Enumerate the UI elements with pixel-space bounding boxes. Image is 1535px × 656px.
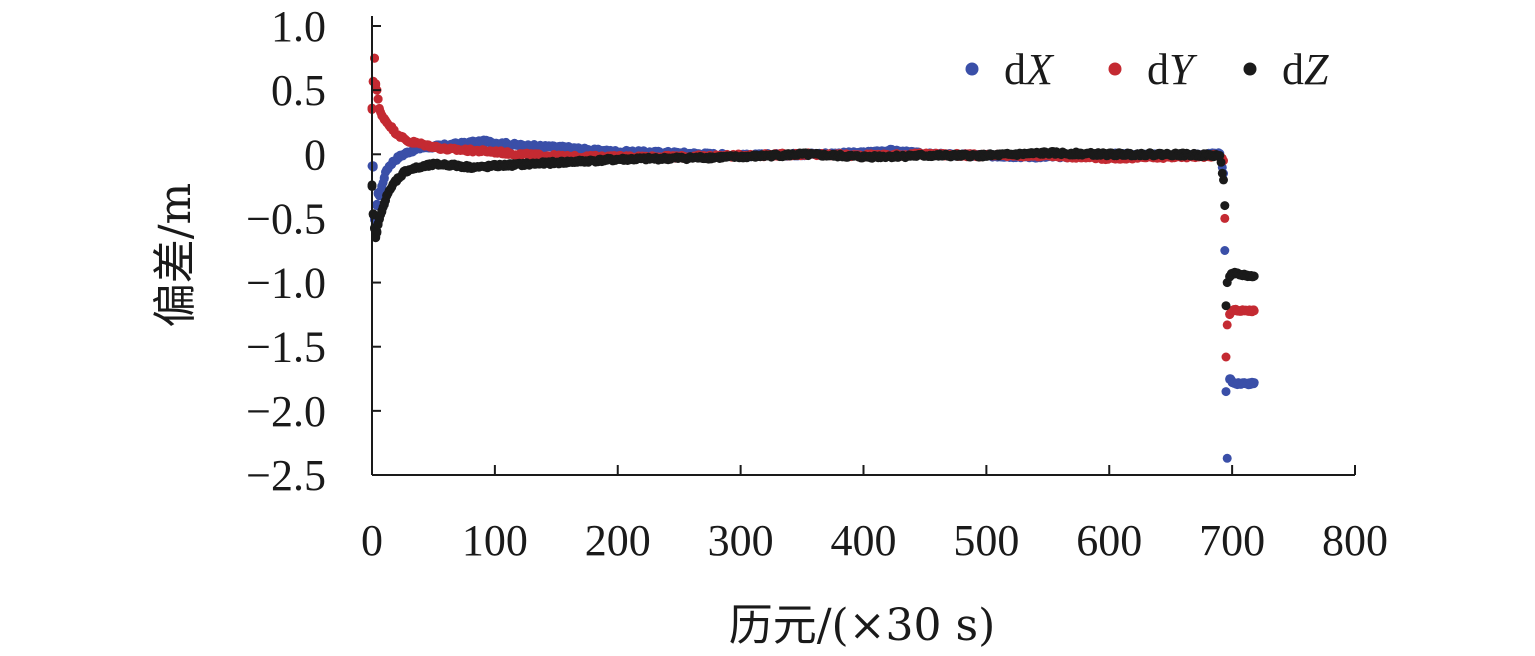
data-point-dX — [1222, 453, 1232, 463]
x-tick-label: 600 — [1076, 516, 1142, 565]
data-point-dY — [1221, 352, 1231, 362]
y-axis-title: 偏差/m — [150, 183, 201, 328]
legend-item-dX: dX — [965, 45, 1055, 94]
data-point-dX — [368, 162, 378, 172]
data-point-dX — [1221, 387, 1231, 397]
y-tick-label: 1.0 — [271, 2, 326, 51]
data-point-dZ — [382, 190, 392, 200]
x-tick-label: 100 — [462, 516, 528, 565]
data-point-dY — [1249, 305, 1259, 315]
legend-marker — [1108, 62, 1122, 76]
series-dX — [367, 135, 1259, 463]
x-tick-label: 400 — [831, 516, 897, 565]
y-tick-label: −2.5 — [246, 451, 326, 500]
data-point-dZ — [1249, 271, 1259, 281]
data-point-dZ — [379, 198, 389, 208]
y-tick-label: 0 — [304, 130, 326, 179]
legend-marker — [965, 62, 979, 76]
y-tick-label: −1.0 — [246, 259, 326, 308]
plot-area — [367, 53, 1259, 463]
y-tick-label: 0.5 — [271, 66, 326, 115]
data-point-dX — [1220, 246, 1230, 255]
x-tick-label: 500 — [953, 516, 1019, 565]
legend-label: dZ — [1282, 45, 1329, 94]
legend-item-dZ: dZ — [1243, 45, 1329, 94]
data-point-dZ — [377, 207, 387, 217]
data-point-dZ — [1215, 151, 1225, 160]
x-axis-title: 历元/(×30 s) — [729, 600, 996, 651]
data-point-dY — [373, 94, 383, 104]
series-dZ — [367, 147, 1259, 311]
data-point-dX — [374, 190, 384, 200]
data-point-dX — [379, 172, 389, 182]
data-point-dX — [1249, 379, 1259, 389]
legend-item-dY: dY — [1108, 45, 1198, 94]
x-tick-label: 0 — [361, 516, 383, 565]
y-tick-label: −0.5 — [246, 194, 326, 243]
data-point-dY — [1220, 213, 1230, 223]
legend-label: dY — [1147, 45, 1198, 94]
series-dY — [367, 53, 1259, 362]
data-point-dY — [382, 117, 392, 127]
x-tick-label: 200 — [585, 516, 651, 565]
legend-marker — [1243, 62, 1257, 76]
x-tick-label: 700 — [1199, 516, 1265, 565]
y-tick-labels: 1.0 0.5 0 −0.5 −1.0 −1.5 −2.0 −2.5 — [246, 2, 326, 500]
y-tick-label: −1.5 — [246, 323, 326, 372]
x-tick-labels: 0 100 200 300 400 500 600 700 800 — [361, 516, 1388, 565]
data-point-dZ — [1216, 157, 1226, 167]
data-point-dX — [377, 181, 387, 191]
data-point-dZ — [1221, 301, 1231, 311]
data-point-dZ — [1220, 201, 1230, 211]
x-tick-label: 300 — [708, 516, 774, 565]
x-tick-label: 800 — [1322, 516, 1388, 565]
legend-label: dX — [1004, 45, 1055, 94]
legend: dX dY dZ — [965, 45, 1329, 94]
axes — [371, 16, 1356, 476]
data-point-dY — [1222, 320, 1232, 330]
data-point-dX — [382, 165, 392, 175]
data-point-dZ — [1219, 175, 1228, 185]
y-tick-label: −2.0 — [246, 387, 326, 436]
